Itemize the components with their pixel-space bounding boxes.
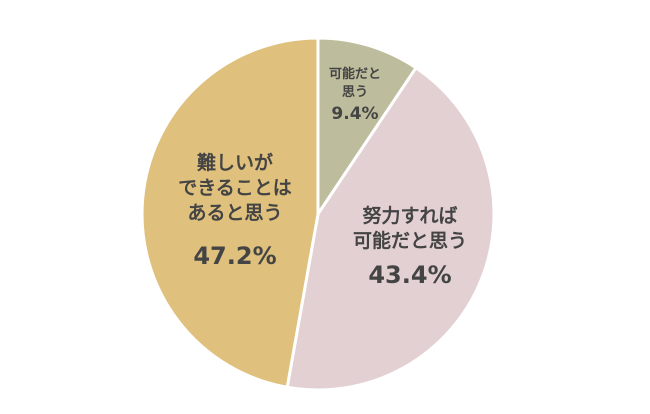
slice-possible-value: 9.4% xyxy=(331,104,378,124)
slice-possible-label-line-1: 可能だと xyxy=(329,66,381,82)
slice-difficult-label-line-3: あると思う xyxy=(187,202,282,224)
slice-possible-with-effort-value: 43.4% xyxy=(368,261,451,289)
slice-difficult-label-line-1: 難しいが xyxy=(197,151,273,174)
slice-possible-with-effort-label-line-1: 努力すれば xyxy=(362,204,457,227)
slice-possible-with-effort-label-line-2: 可能だと思う xyxy=(353,229,467,252)
slice-difficult-label-line-2: できることは xyxy=(178,177,292,199)
slice-possible-with-effort xyxy=(285,65,496,392)
slice-possible xyxy=(316,36,419,219)
slice-difficult-but-some-possible xyxy=(140,36,320,390)
slice-difficult-value: 47.2% xyxy=(193,242,276,270)
slice-possible-label-line-2: 思う xyxy=(342,85,368,100)
